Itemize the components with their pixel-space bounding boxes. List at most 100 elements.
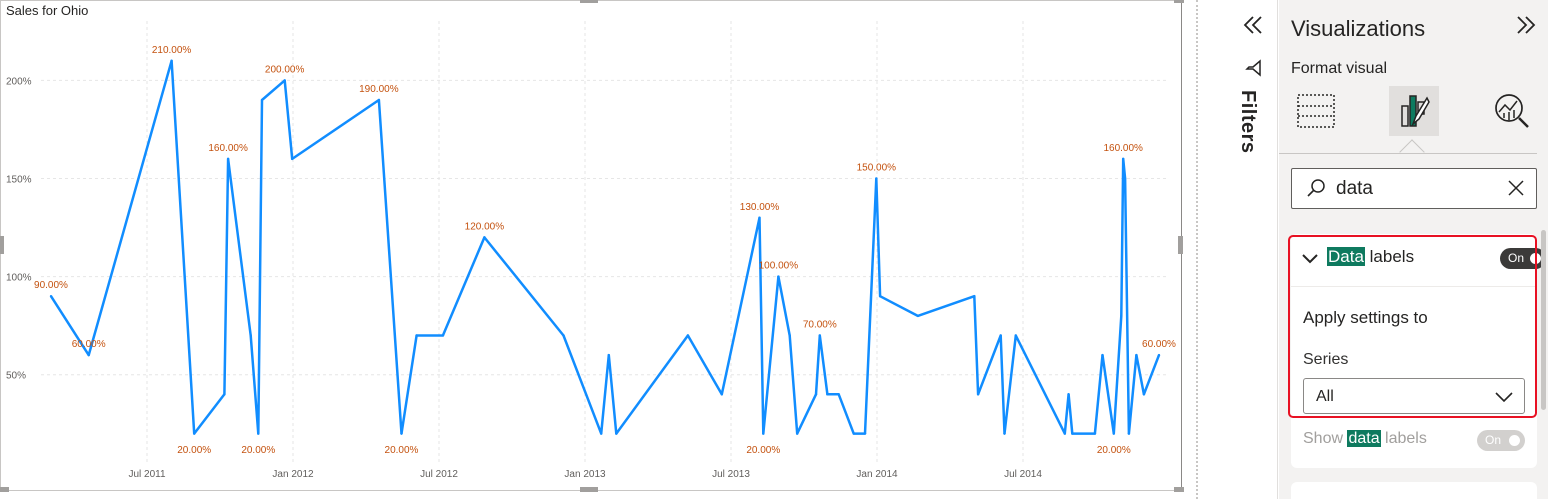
data-label: 150.00% [857, 163, 897, 174]
search-box[interactable] [1291, 168, 1537, 209]
data-label: 20.00% [177, 445, 211, 456]
data-label: 160.00% [208, 143, 248, 154]
data-point [615, 432, 618, 435]
data-point [223, 393, 226, 396]
data-label: 100.00% [759, 261, 799, 272]
show-data-labels-suffix: labels [1380, 430, 1427, 447]
data-label: 20.00% [746, 445, 780, 456]
resize-handle-right[interactable] [1178, 236, 1183, 254]
data-label: 90.00% [34, 280, 68, 291]
data-point [562, 334, 565, 337]
filter-funnel-icon [1244, 58, 1264, 83]
line-chart-visual[interactable]: 50% 100% 150% 200% Jul 2011 Jan 2012 Jul 2012 J… [0, 0, 1182, 491]
data-label: 20.00% [1097, 445, 1131, 456]
search-highlight: Data [1327, 247, 1365, 266]
filters-label[interactable]: Filters [1237, 90, 1259, 154]
data-point [170, 59, 173, 63]
data-point [1121, 157, 1125, 161]
data-point [1063, 432, 1066, 435]
data-point [1120, 314, 1123, 318]
data-label: 190.00% [359, 84, 399, 95]
data-point [290, 157, 294, 161]
data-point [1127, 432, 1131, 435]
data-point [852, 432, 855, 435]
search-icon [1306, 178, 1326, 203]
data-point [788, 334, 791, 337]
data-point [758, 216, 761, 219]
show-data-labels-toggle[interactable]: On [1477, 430, 1525, 451]
resize-handle-top-right[interactable] [1174, 0, 1184, 3]
data-labels-title-rest: labels [1364, 247, 1415, 266]
data-point [283, 79, 286, 82]
data-point [1014, 334, 1017, 337]
toggle-state-label: On [1485, 433, 1502, 447]
tab-divider [1279, 153, 1537, 154]
chevron-down-icon[interactable] [1301, 250, 1319, 273]
data-point [415, 334, 418, 337]
visualizations-title: Visualizations [1291, 16, 1426, 41]
y-tick-label: 100% [6, 273, 32, 284]
build-visual-icon[interactable] [1291, 86, 1341, 136]
search-highlight: data [1347, 430, 1381, 447]
data-point [1003, 432, 1006, 435]
data-point [999, 334, 1002, 337]
active-tab-caret [1399, 139, 1425, 165]
data-point [777, 275, 780, 278]
data-point [260, 98, 264, 102]
x-tick-label: Jul 2014 [1004, 469, 1042, 480]
chart-plot: 50% 100% 150% 200% Jul 2011 Jan 2012 Jul 2012 J… [6, 21, 1176, 480]
resize-handle-top[interactable] [580, 0, 598, 3]
data-label: 20.00% [385, 445, 419, 456]
data-point [875, 177, 878, 180]
card-divider [1291, 286, 1537, 287]
data-point [257, 432, 260, 435]
x-tick-label: Jul 2012 [420, 469, 458, 480]
y-tick-label: 150% [6, 175, 32, 186]
x-tick-label: Jan 2014 [856, 469, 898, 480]
format-visual-icon[interactable] [1389, 86, 1439, 136]
x-tick-label: Jan 2012 [272, 469, 314, 480]
data-point [87, 353, 90, 357]
pane-scrollbar[interactable] [1541, 230, 1546, 410]
series-line [49, 59, 1161, 435]
resize-handle-bottom-left[interactable] [0, 487, 9, 492]
data-label: 60.00% [1142, 339, 1176, 350]
data-label: 120.00% [465, 221, 505, 232]
y-tick-label: 200% [6, 76, 32, 87]
page-boundary [1196, 0, 1198, 499]
data-point [1157, 353, 1161, 357]
data-labels-title[interactable]: Data labels [1327, 247, 1414, 267]
data-point [1135, 353, 1138, 357]
data-labels-card: Data labels On Apply settings to Series … [1291, 234, 1546, 468]
visualizations-pane: Visualizations Format visual [1279, 0, 1548, 499]
search-input[interactable] [1336, 178, 1496, 200]
data-point [400, 432, 403, 435]
data-point [973, 295, 976, 298]
data-point [1071, 432, 1074, 435]
show-data-labels-label: Show data labels [1303, 430, 1427, 448]
data-point [720, 393, 724, 396]
data-point [607, 353, 610, 357]
data-point [49, 295, 53, 298]
next-card[interactable] [1291, 482, 1537, 499]
x-tick-label: Jan 2013 [564, 469, 606, 480]
data-point [1101, 353, 1104, 357]
data-point [863, 432, 867, 435]
show-data-labels-prefix: Show [1303, 430, 1348, 447]
annotation-highlight-box [1288, 235, 1537, 418]
resize-handle-left[interactable] [0, 236, 4, 254]
double-chevron-right-icon[interactable] [1515, 14, 1537, 41]
data-point [837, 393, 840, 396]
data-point [193, 432, 196, 435]
resize-handle-bottom[interactable] [580, 487, 598, 492]
data-label: 160.00% [1103, 143, 1143, 154]
data-point [826, 393, 829, 396]
data-point [1093, 432, 1097, 435]
chart-title: Sales for Ohio [6, 3, 89, 18]
close-icon[interactable] [1506, 178, 1526, 203]
analytics-icon[interactable] [1487, 86, 1537, 136]
data-point [1142, 393, 1146, 396]
series-dropdown[interactable]: All [1303, 378, 1525, 414]
double-chevron-left-icon[interactable] [1242, 14, 1264, 41]
resize-handle-bottom-right[interactable] [1174, 487, 1184, 492]
